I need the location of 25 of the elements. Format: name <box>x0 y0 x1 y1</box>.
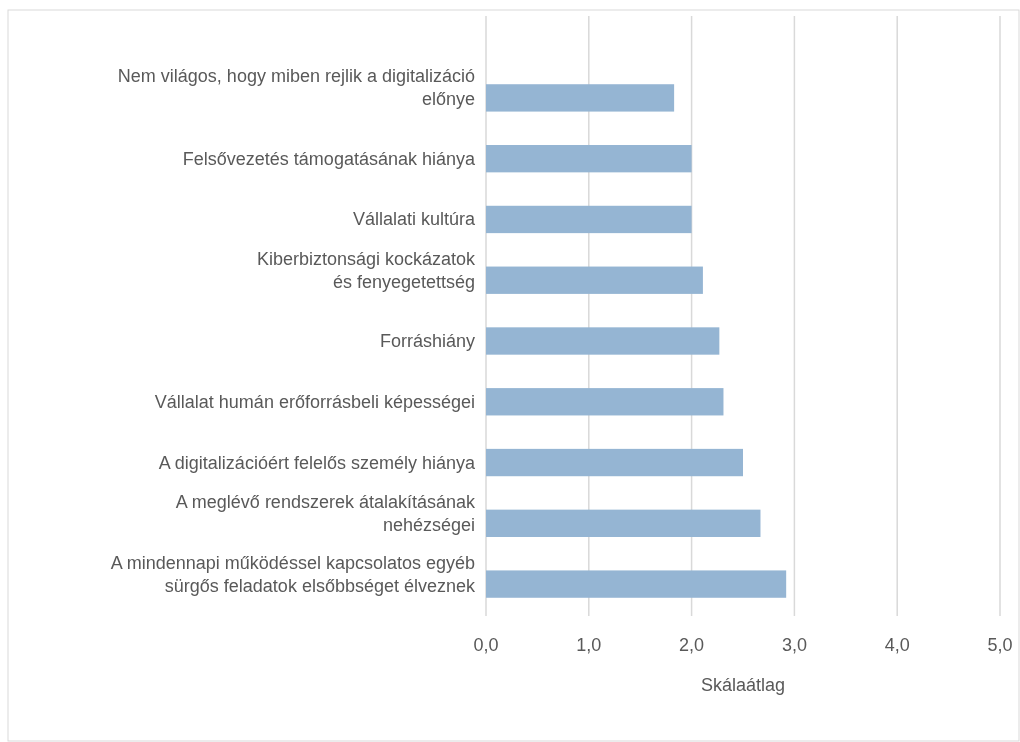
bar <box>486 327 720 355</box>
y-tick-label: A mindennapi működéssel kapcsolatos egyéb sürgős feladatok elsőbbséget élveznek <box>110 552 476 596</box>
bar <box>486 266 703 294</box>
y-tick-label: Felsővezetés támogatásának hiánya <box>182 148 476 169</box>
x-tick-label: 0,0 <box>473 635 499 655</box>
y-tick-label: Vállalat humán erőforrásbeli képességei <box>154 391 475 412</box>
bar <box>486 84 675 112</box>
y-tick-label: A meglévő rendszerek átalakításának nehézségei <box>175 491 476 535</box>
bar <box>486 509 761 537</box>
bar <box>486 388 724 416</box>
y-tick-label: A digitalizációért felelős személy hiánya <box>158 452 476 473</box>
x-tick-label: 1,0 <box>576 635 602 655</box>
x-tick-label: 3,0 <box>781 635 807 655</box>
y-tick-label: Nem világos, hogy miben rejlik a digitalizáció előnye <box>117 66 475 110</box>
bar <box>486 448 743 477</box>
x-tick-label: 2,0 <box>679 635 705 655</box>
x-axis-title: Skálaátlag <box>700 675 786 695</box>
bar <box>486 145 692 173</box>
bar <box>486 570 787 598</box>
y-tick-label: Vállalati kultúra <box>352 209 476 230</box>
x-tick-label: 4,0 <box>884 635 910 655</box>
bar <box>486 205 692 234</box>
x-tick-label: 5,0 <box>987 635 1013 655</box>
y-tick-label: Forráshiány <box>379 331 475 351</box>
y-tick-label: Kiberbiztonsági kockázatok és fenyegetettség <box>256 248 476 292</box>
